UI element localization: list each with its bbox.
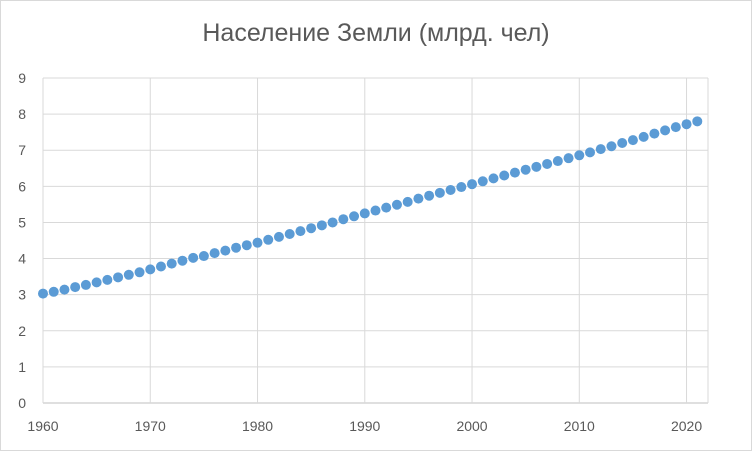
data-point [59,284,70,295]
data-point [177,255,188,266]
x-tick-label: 1960 [27,418,58,434]
x-tick-label: 1970 [135,418,166,434]
y-tick-label: 2 [18,323,26,339]
data-point [595,144,606,155]
data-point [434,187,445,198]
data-point [445,184,456,195]
data-point [252,237,263,248]
x-tick-label: 1990 [349,418,380,434]
y-tick-label: 8 [18,106,26,122]
y-tick-label: 6 [18,178,26,194]
data-point [413,193,424,204]
data-point [70,282,81,293]
data-point [660,125,671,136]
y-tick-label: 9 [18,70,26,86]
data-point [627,135,638,146]
data-point [349,211,360,222]
x-tick-label: 1980 [242,418,273,434]
y-tick-label: 3 [18,287,26,303]
data-point [402,196,413,207]
data-point [241,240,252,251]
data-point [91,277,102,288]
data-point [499,170,510,181]
data-point [552,156,563,167]
data-point [638,131,649,142]
x-tick-label: 2010 [564,418,595,434]
data-point [488,173,499,184]
data-point [359,208,370,219]
data-point [134,267,145,278]
data-point [123,269,134,280]
data-point [231,242,242,253]
data-point [263,234,274,245]
data-point [145,264,156,275]
data-point [284,229,295,239]
data-point [542,158,553,169]
data-point [509,167,520,178]
data-point [692,116,703,127]
data-point [327,217,338,228]
x-tick-label: 2020 [671,418,702,434]
data-point [477,176,488,187]
data-point [391,199,402,210]
data-point [80,279,91,290]
data-point [649,128,660,139]
data-point [155,261,166,272]
data-point [188,252,199,263]
data-point [38,288,48,299]
y-tick-label: 1 [18,359,26,375]
data-point [102,274,113,285]
data-point [563,153,574,164]
data-point [209,248,220,259]
data-point [220,245,231,256]
x-tick-label: 2000 [456,418,487,434]
data-point [531,161,542,172]
y-tick-label: 5 [18,214,26,230]
data-point [316,220,327,231]
data-point [574,150,585,161]
data-point [585,147,596,158]
data-point [381,202,392,213]
data-point [681,119,692,130]
data-point [166,258,177,269]
chart-title: Население Земли (млрд. чел) [202,19,550,47]
y-tick-label: 4 [18,251,26,267]
data-point [520,164,531,175]
data-point [198,251,209,262]
data-point [48,286,59,297]
data-point [295,226,306,237]
data-point [467,179,478,190]
data-point [424,190,435,201]
y-tick-label: 0 [18,395,26,411]
data-point [617,138,628,148]
data-point [456,182,467,193]
data-point [370,205,381,216]
data-point [113,272,124,283]
data-point [606,141,617,152]
y-tick-label: 7 [18,142,26,158]
data-point [306,223,317,234]
data-point [273,231,284,242]
data-point [670,122,681,133]
data-point [338,214,349,225]
